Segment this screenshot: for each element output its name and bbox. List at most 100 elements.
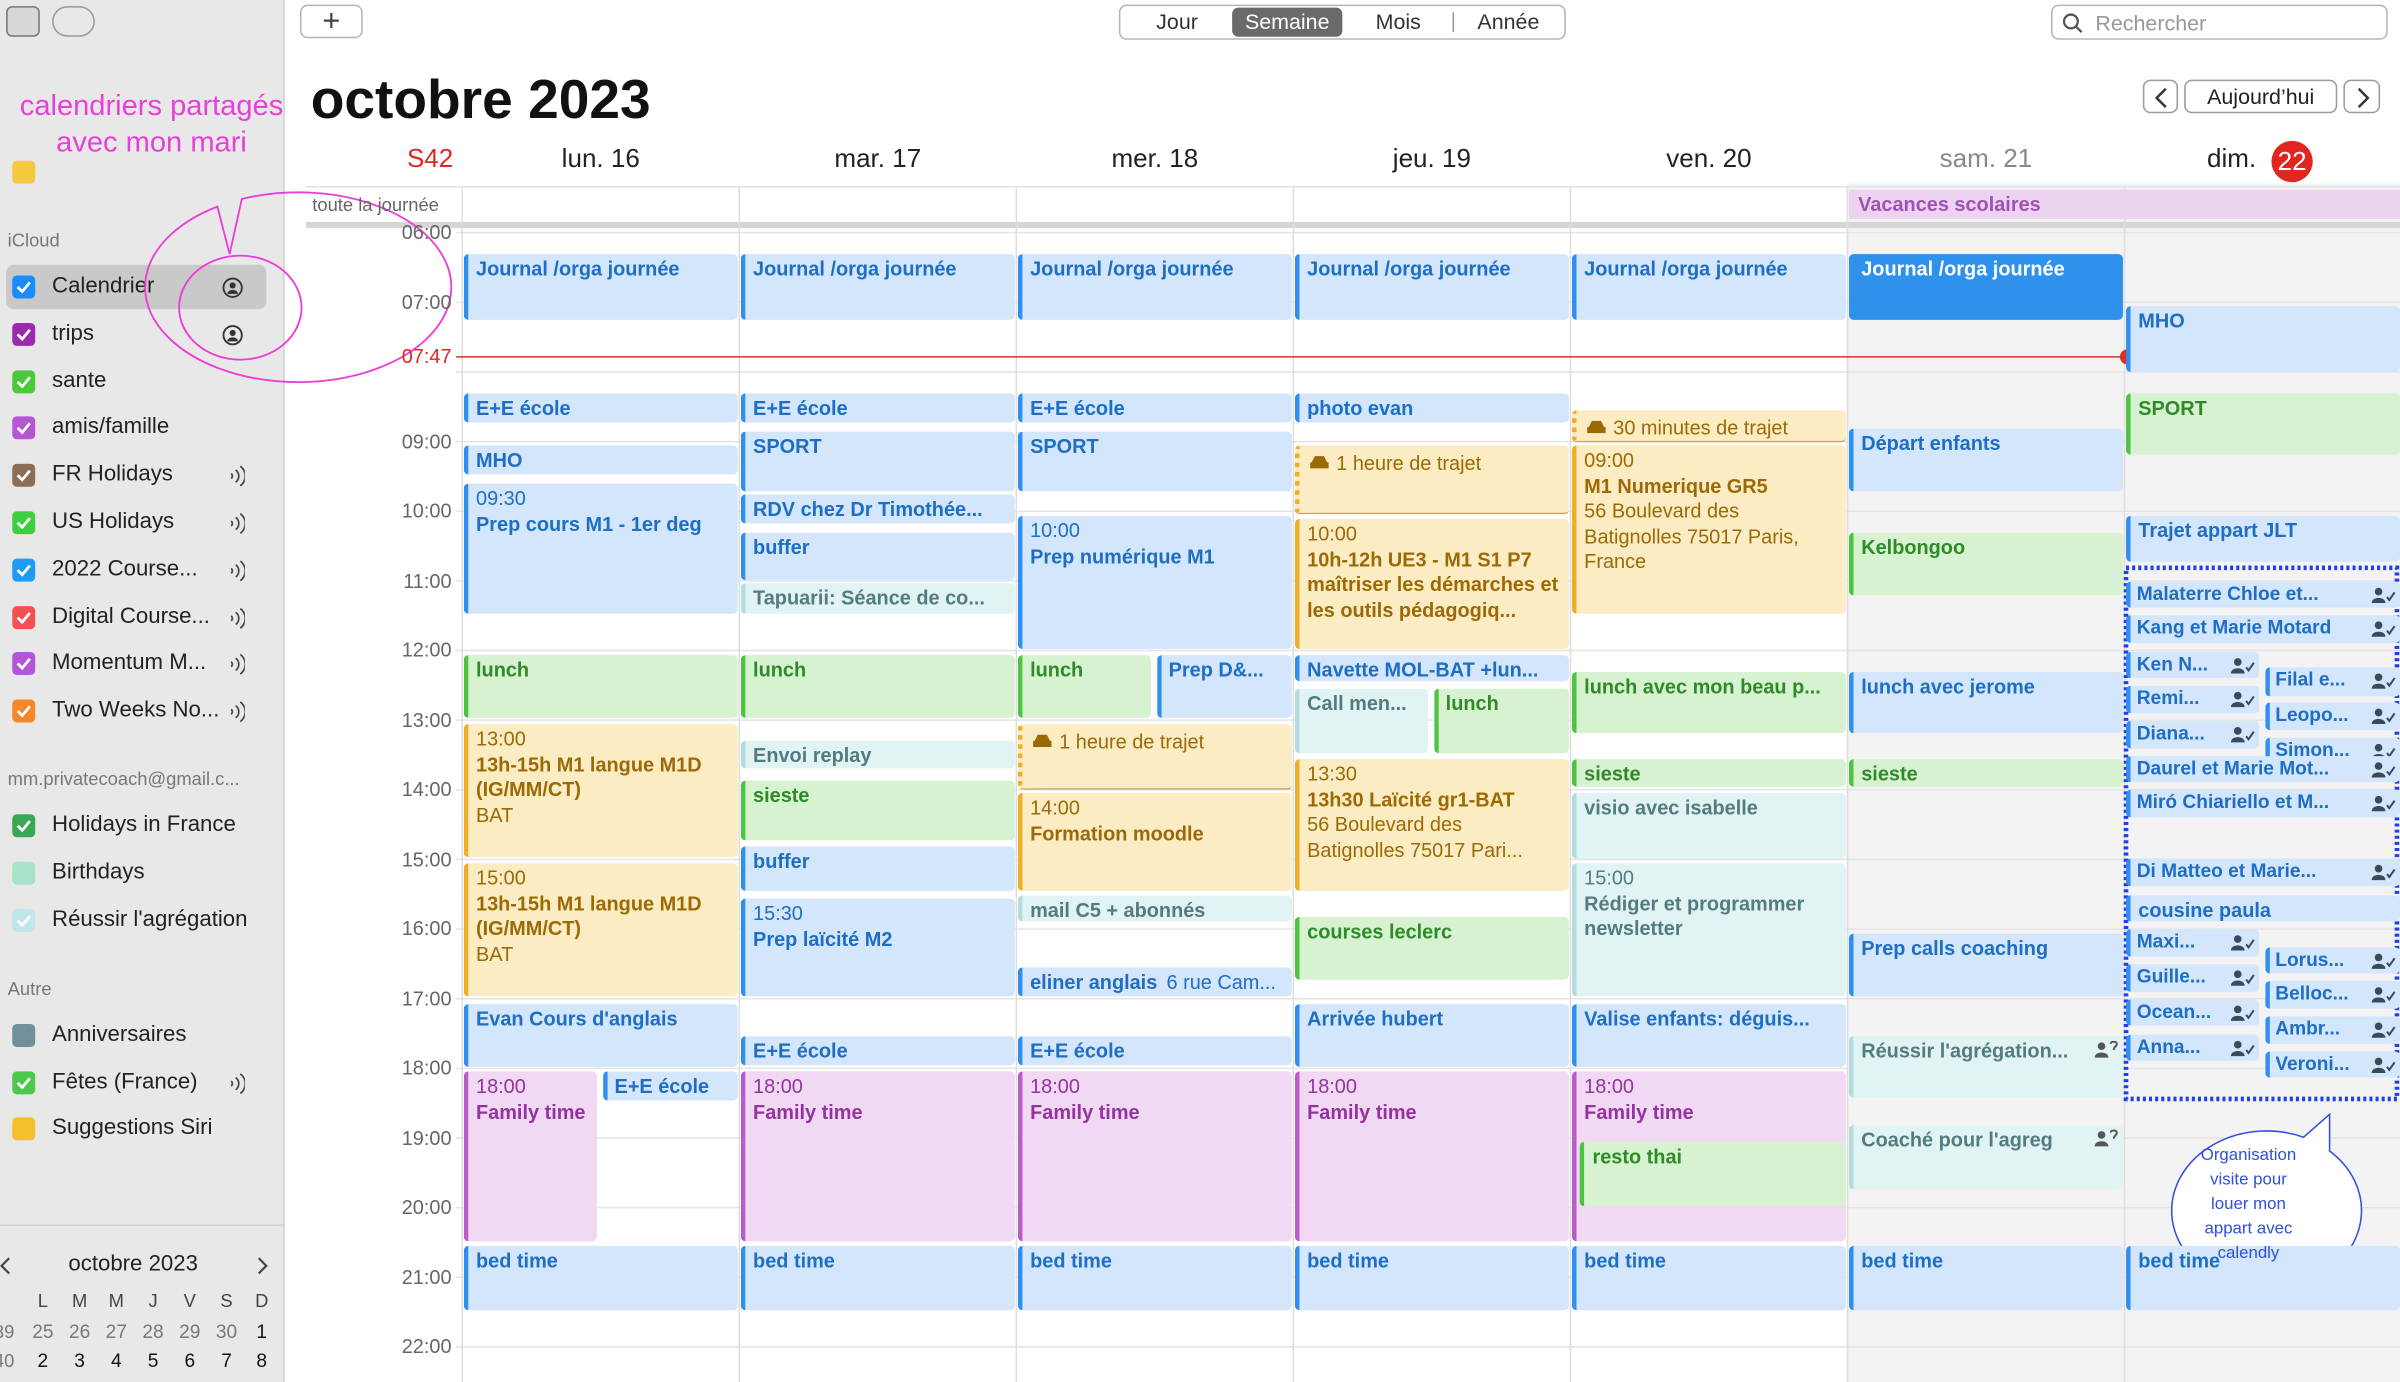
event[interactable]: Guille... <box>2126 964 2259 992</box>
event[interactable]: Journal /orga journée <box>1017 254 1292 320</box>
event[interactable]: SPORT <box>740 431 1015 492</box>
event[interactable]: SPORT <box>2126 393 2400 455</box>
nav-button[interactable] <box>2343 79 2381 114</box>
event[interactable]: Coaché pour l'agreg <box>1848 1125 2123 1190</box>
event[interactable]: courses leclerc <box>1294 916 1569 980</box>
calendar-checkbox[interactable] <box>12 160 36 184</box>
view-tab[interactable]: Jour <box>1156 9 1198 34</box>
event[interactable]: 1 heure de trajet <box>1294 445 1569 515</box>
event[interactable]: lunch <box>740 655 1015 718</box>
all-day-event[interactable]: Vacances scolaires <box>1848 189 2400 219</box>
event[interactable]: Navette MOL-BAT +lun... <box>1294 655 1569 682</box>
event[interactable]: lunch avec mon beau p... <box>1571 671 1846 734</box>
event[interactable]: E+E école <box>1017 1036 1292 1066</box>
event[interactable]: Tapuarii: Séance de co... <box>740 583 1015 614</box>
calendar-checkbox[interactable] <box>12 908 36 932</box>
event[interactable]: eliner anglais 6 rue Cam... <box>1017 967 1292 997</box>
calendars-button[interactable] <box>6 6 40 37</box>
event[interactable]: RDV chez Dr Timothée... <box>740 494 1015 524</box>
event[interactable]: Valise enfants: déguis... <box>1571 1004 1846 1067</box>
event[interactable]: 10:00 10h-12h UE3 - M1 S1 P7 maîtriser le… <box>1294 518 1569 649</box>
calendar-checkbox[interactable] <box>12 1023 36 1047</box>
event[interactable]: Filal e... <box>2264 667 2400 697</box>
event[interactable]: Kelbongoo <box>1848 532 2123 596</box>
event[interactable]: sieste <box>740 780 1015 841</box>
calendar-checkbox[interactable] <box>12 814 36 838</box>
event[interactable]: bed time <box>1294 1245 1569 1311</box>
event[interactable]: Belloc... <box>2264 981 2400 1009</box>
event[interactable]: 18:00 Family time <box>1017 1071 1292 1242</box>
calendar-checkbox[interactable] <box>12 369 36 393</box>
event[interactable]: Prep calls coaching <box>1848 933 2123 997</box>
event[interactable]: 14:00 Formation moodle <box>1017 792 1292 891</box>
event[interactable]: 18:00 Family time <box>740 1071 1015 1242</box>
event[interactable]: Journal /orga journée <box>1571 254 1846 320</box>
event[interactable]: lunch <box>1433 688 1569 754</box>
event[interactable]: Daurel et Marie Mot... <box>2126 756 2400 783</box>
search-field[interactable]: Rechercher <box>2051 4 2388 40</box>
event[interactable]: resto thai <box>1580 1141 1846 1207</box>
calendar-checkbox[interactable] <box>12 416 36 440</box>
event[interactable]: 13:30 13h30 Laïcité gr1-BAT 56 Boulevard d… <box>1294 759 1569 891</box>
event[interactable]: bed time <box>1017 1245 1292 1311</box>
event[interactable]: lunch avec jerome <box>1848 671 2123 734</box>
event[interactable]: Leopo... <box>2264 702 2400 731</box>
event[interactable]: Miró Chiariello et M... <box>2126 789 2400 818</box>
calendar-checkbox[interactable] <box>12 699 36 723</box>
event[interactable]: 1 heure de trajet <box>1017 723 1292 790</box>
event[interactable]: 15:30 Prep laïcité M2 <box>740 898 1015 997</box>
event[interactable]: Journal /orga journée <box>1848 254 2123 320</box>
event[interactable]: buffer <box>740 532 1015 581</box>
event[interactable]: Départ enfants <box>1848 428 2123 492</box>
event[interactable]: 30 minutes de trajet <box>1571 410 1846 443</box>
event[interactable]: Ambr... <box>2264 1016 2400 1044</box>
view-tab[interactable]: Année <box>1477 9 1540 34</box>
event[interactable]: Journal /orga journée <box>463 254 738 320</box>
calendar-checkbox[interactable] <box>12 652 36 676</box>
event[interactable]: E+E école <box>740 393 1015 423</box>
event[interactable]: cousine paula <box>2126 895 2400 922</box>
event[interactable]: SPORT <box>1017 431 1292 492</box>
event[interactable]: photo evan <box>1294 393 1569 423</box>
inbox-button[interactable] <box>52 6 95 37</box>
calendar-checkbox[interactable] <box>12 464 36 488</box>
calendar-checkbox[interactable] <box>12 605 36 629</box>
today-button[interactable]: Aujourd’hui <box>2184 79 2338 114</box>
event[interactable]: mail C5 + abonnés <box>1017 895 1292 922</box>
event[interactable]: 09:30 Prep cours M1 - 1er deg <box>463 483 738 614</box>
event[interactable]: 15:00 Rédiger et programmer newsletter <box>1571 863 1846 997</box>
event[interactable]: Envoi replay <box>740 740 1015 769</box>
event[interactable]: MHO <box>2126 306 2400 372</box>
calendar-checkbox[interactable] <box>12 275 36 299</box>
event[interactable]: Journal /orga journée <box>740 254 1015 320</box>
event[interactable]: Maxi... <box>2126 929 2259 957</box>
event[interactable]: Arrivée hubert <box>1294 1004 1569 1067</box>
event[interactable]: E+E école <box>1017 393 1292 423</box>
event[interactable]: 18:00 Family time <box>1294 1071 1569 1242</box>
event[interactable]: Diana... <box>2126 720 2259 749</box>
view-tab[interactable]: Semaine <box>1232 7 1343 37</box>
event[interactable]: visio avec isabelle <box>1571 792 1846 859</box>
event[interactable]: 15:00 13h-15h M1 langue M1D (IG/MM/CT) BAT <box>463 863 738 997</box>
calendar-checkbox[interactable] <box>12 861 36 885</box>
event[interactable]: E+E école <box>602 1071 738 1101</box>
event[interactable]: Journal /orga journée <box>1294 254 1569 320</box>
event[interactable]: Ken N... <box>2126 652 2259 679</box>
event[interactable]: E+E école <box>740 1036 1015 1066</box>
event[interactable]: Prep D&... <box>1156 655 1292 718</box>
event[interactable]: bed time <box>463 1245 738 1311</box>
event[interactable]: bed time <box>2126 1245 2400 1311</box>
event[interactable]: E+E école <box>463 393 738 423</box>
event[interactable]: Remi... <box>2126 685 2259 714</box>
event[interactable]: Evan Cours d'anglais <box>463 1004 738 1067</box>
event[interactable]: Di Matteo et Marie... <box>2126 858 2400 887</box>
event[interactable]: sieste <box>1848 759 2123 787</box>
event[interactable]: Réussir l'agrégation... <box>1848 1036 2123 1098</box>
event[interactable]: buffer <box>740 846 1015 891</box>
event[interactable]: Lorus... <box>2264 947 2400 974</box>
event[interactable]: Call men... <box>1294 688 1428 754</box>
nav-button[interactable] <box>2142 79 2179 114</box>
add-button[interactable]: + <box>300 4 363 39</box>
event[interactable]: 13:00 13h-15h M1 langue M1D (IG/MM/CT) BAT <box>463 723 738 858</box>
calendar-checkbox[interactable] <box>12 558 36 582</box>
